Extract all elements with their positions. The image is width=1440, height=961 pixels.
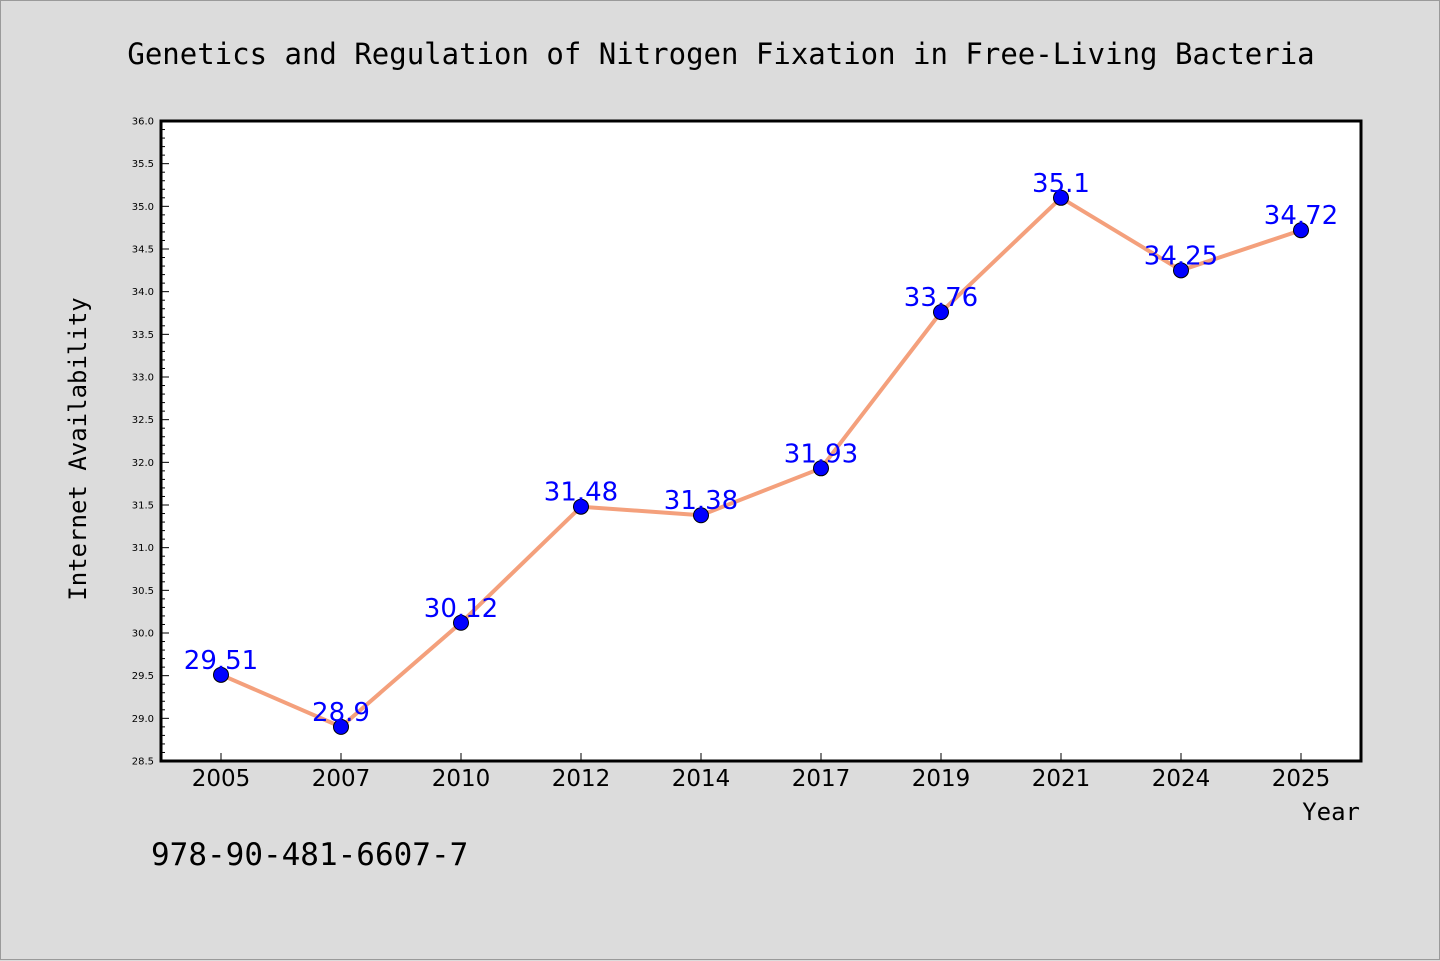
plot-area — [159, 119, 1363, 763]
y-axis-label: Internet Availability — [64, 297, 92, 600]
x-tick-label: 2019 — [912, 766, 971, 792]
y-tick-label: 32.5 — [132, 415, 154, 426]
x-tick-label: 2024 — [1152, 766, 1211, 792]
y-tick-label: 35.0 — [132, 202, 154, 213]
y-tick-label: 36.0 — [132, 117, 154, 128]
data-label: 31.48 — [544, 478, 618, 508]
data-label: 34.72 — [1264, 201, 1338, 231]
data-label: 29.51 — [184, 646, 258, 676]
data-label: 31.38 — [664, 486, 738, 516]
y-tick-label: 31.5 — [132, 501, 154, 512]
y-axis: 28.5 29.0 29.5 30.0 30.5 31.0 31.5 32.0 32.5 33.0… — [132, 117, 169, 768]
series-line — [220, 195, 1302, 729]
x-tick-label: 2012 — [552, 766, 611, 792]
data-label: 31.93 — [784, 439, 858, 469]
y-tick-label: 30.0 — [132, 629, 154, 640]
isbn-text: 978-90-481-6607-7 — [151, 837, 468, 873]
data-label: 34.25 — [1144, 241, 1218, 271]
data-point-marker — [333, 718, 349, 735]
y-tick-label: 33.5 — [132, 330, 154, 341]
y-tick-label: 29.0 — [132, 714, 154, 725]
x-tick-label: 2021 — [1032, 766, 1091, 792]
data-point-marker — [933, 304, 949, 321]
x-tick-label: 2017 — [792, 766, 851, 792]
y-tick-label: 34.0 — [132, 287, 154, 298]
y-tick-label: 31.0 — [132, 543, 154, 554]
x-tick-label: 2010 — [432, 766, 491, 792]
data-point-marker — [213, 666, 229, 683]
data-point-marker — [453, 614, 469, 631]
chart-title: Genetics and Regulation of Nitrogen Fixa… — [127, 37, 1314, 71]
y-tick-label: 29.5 — [132, 671, 154, 682]
data-label: 30.12 — [424, 594, 498, 624]
y-tick-label: 30.5 — [132, 586, 154, 597]
data-labels: 29.51 28.9 30.12 31.48 31.38 31.93 33.76 35.1 34… — [184, 169, 1338, 728]
x-tick-label: 2025 — [1272, 766, 1331, 792]
data-label: 35.1 — [1032, 169, 1090, 199]
x-axis-label: Year — [1302, 798, 1360, 826]
data-point-marker — [693, 507, 709, 524]
y-tick-label: 35.5 — [132, 159, 154, 170]
data-point-marker — [813, 460, 829, 477]
x-tick-label: 2007 — [312, 766, 371, 792]
series-markers — [213, 189, 1309, 735]
data-label: 28.9 — [312, 698, 370, 728]
data-label: 33.76 — [904, 283, 978, 313]
y-tick-label: 33.0 — [132, 373, 154, 384]
data-point-marker — [1293, 222, 1309, 239]
y-tick-label: 34.5 — [132, 245, 154, 256]
x-axis: 2005 2007 2010 2012 2014 2017 2019 2021 2024 2025 — [192, 753, 1331, 792]
x-tick-label: 2014 — [672, 766, 731, 792]
data-point-marker — [1053, 189, 1069, 206]
y-tick-label: 32.0 — [132, 458, 154, 469]
data-point-marker — [1173, 262, 1189, 279]
x-tick-label: 2005 — [192, 766, 251, 792]
data-point-marker — [573, 498, 589, 515]
y-tick-label: 28.5 — [132, 757, 154, 768]
